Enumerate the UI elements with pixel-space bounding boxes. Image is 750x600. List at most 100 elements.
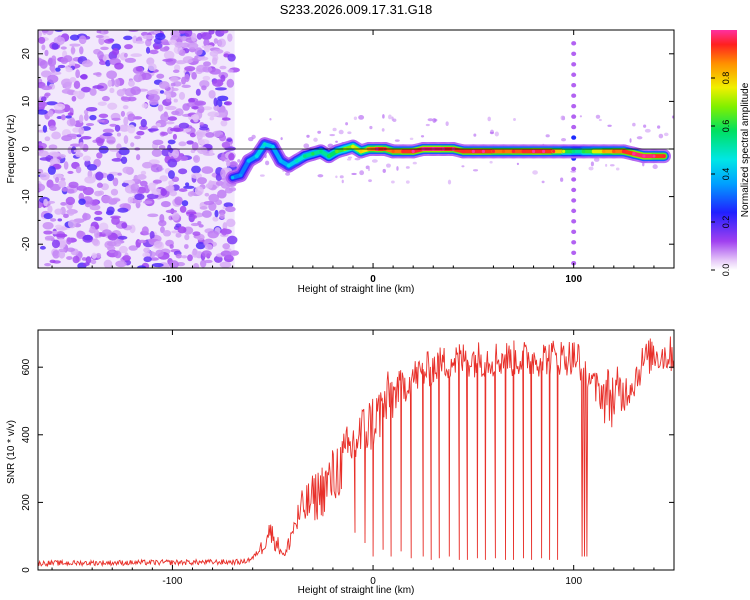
ridge-point (359, 149, 363, 153)
noise-speckle (171, 230, 180, 234)
noise-speckle (219, 212, 225, 220)
noise-speckle (396, 166, 399, 171)
noise-speckle (55, 233, 68, 238)
noise-speckle (220, 169, 226, 178)
noise-speckle (201, 166, 214, 174)
noise-speckle (60, 46, 67, 50)
noise-speckle (165, 209, 178, 214)
noise-speckle (160, 201, 171, 208)
noise-speckle (427, 118, 434, 122)
noise-speckle (67, 219, 77, 229)
ridge-point (239, 173, 243, 177)
vertical-feature-blob (571, 62, 577, 67)
noise-speckle (43, 198, 48, 207)
noise-speckle (47, 110, 54, 117)
noise-speckle (86, 164, 98, 171)
noise-speckle (60, 201, 67, 206)
noise-speckle (142, 34, 155, 40)
noise-speckle (156, 73, 165, 79)
noise-speckle (194, 47, 203, 56)
noise-speckle (94, 210, 103, 216)
colorbar-tick-label: 0.0 (721, 264, 731, 277)
noise-speckle (656, 125, 661, 129)
noise-speckle (382, 168, 386, 173)
noise-speckle (209, 148, 214, 157)
noise-speckle (367, 167, 371, 172)
noise-speckle (412, 161, 417, 165)
noise-speckle (199, 126, 210, 131)
snr-xtick-label: -100 (162, 576, 182, 587)
noise-speckle (98, 145, 109, 154)
noise-speckle (178, 122, 190, 129)
noise-speckle (269, 118, 272, 121)
noise-speckle (94, 190, 103, 197)
noise-speckle (147, 128, 159, 132)
noise-speckle (41, 85, 53, 91)
noise-speckle (83, 262, 90, 267)
noise-speckle (112, 240, 122, 247)
noise-speckle (107, 102, 118, 110)
noise-speckle (208, 180, 213, 189)
noise-speckle (49, 125, 57, 131)
noise-speckle (145, 46, 151, 54)
noise-speckle (335, 140, 338, 143)
noise-speckle (109, 123, 117, 127)
noise-speckle (127, 196, 134, 204)
noise-speckle (211, 57, 218, 65)
ridge-point (662, 154, 666, 158)
noise-speckle (186, 211, 197, 215)
noise-speckle (152, 139, 164, 146)
noise-speckle (52, 250, 60, 259)
noise-speckle (119, 203, 131, 210)
vertical-feature-blob (571, 124, 577, 130)
figure-title: S233.2026.009.17.31.G18 (280, 2, 433, 17)
noise-speckle (51, 42, 59, 50)
noise-speckle (203, 200, 215, 205)
ridge-point (263, 142, 267, 146)
noise-speckle (405, 180, 410, 184)
noise-speckle (191, 106, 200, 110)
noise-speckle (165, 93, 172, 99)
noise-speckle (149, 49, 159, 55)
noise-speckle (209, 116, 215, 121)
spec-ytick-label: 10 (21, 95, 32, 107)
noise-speckle (213, 38, 218, 44)
noise-speckle (181, 200, 189, 207)
noise-speckle (69, 34, 80, 41)
noise-speckle (109, 148, 120, 152)
noise-speckle (605, 163, 608, 167)
noise-speckle (579, 115, 582, 118)
noise-speckle (227, 53, 236, 62)
noise-speckle (204, 259, 213, 264)
snr-xtick-label: 100 (565, 576, 582, 587)
noise-speckle (532, 170, 538, 175)
noise-speckle (134, 135, 141, 140)
snr-ytick-label: 400 (21, 426, 32, 443)
noise-speckle (103, 259, 113, 268)
noise-speckle (90, 259, 97, 265)
noise-speckle (151, 262, 164, 268)
ridge-point (592, 149, 596, 153)
noise-speckle (179, 49, 186, 57)
noise-speckle (76, 185, 88, 191)
noise-speckle (116, 89, 125, 97)
spec-xtick-label: -100 (162, 274, 182, 285)
noise-speckle (155, 123, 162, 128)
noise-speckle (136, 130, 145, 136)
noise-speckle (122, 255, 132, 261)
noise-speckle (259, 174, 265, 177)
noise-speckle (229, 161, 237, 168)
noise-speckle (347, 131, 352, 135)
noise-speckle (472, 169, 479, 172)
noise-speckle (66, 237, 72, 245)
noise-speckle (66, 208, 75, 216)
noise-speckle (128, 245, 138, 251)
noise-speckle (218, 134, 227, 142)
noise-speckle (44, 136, 51, 142)
noise-speckle (432, 118, 437, 123)
noise-speckle (358, 114, 365, 120)
noise-speckle (75, 69, 81, 79)
noise-speckle (122, 166, 132, 174)
noise-speckle (78, 126, 85, 135)
noise-speckle (148, 94, 160, 102)
